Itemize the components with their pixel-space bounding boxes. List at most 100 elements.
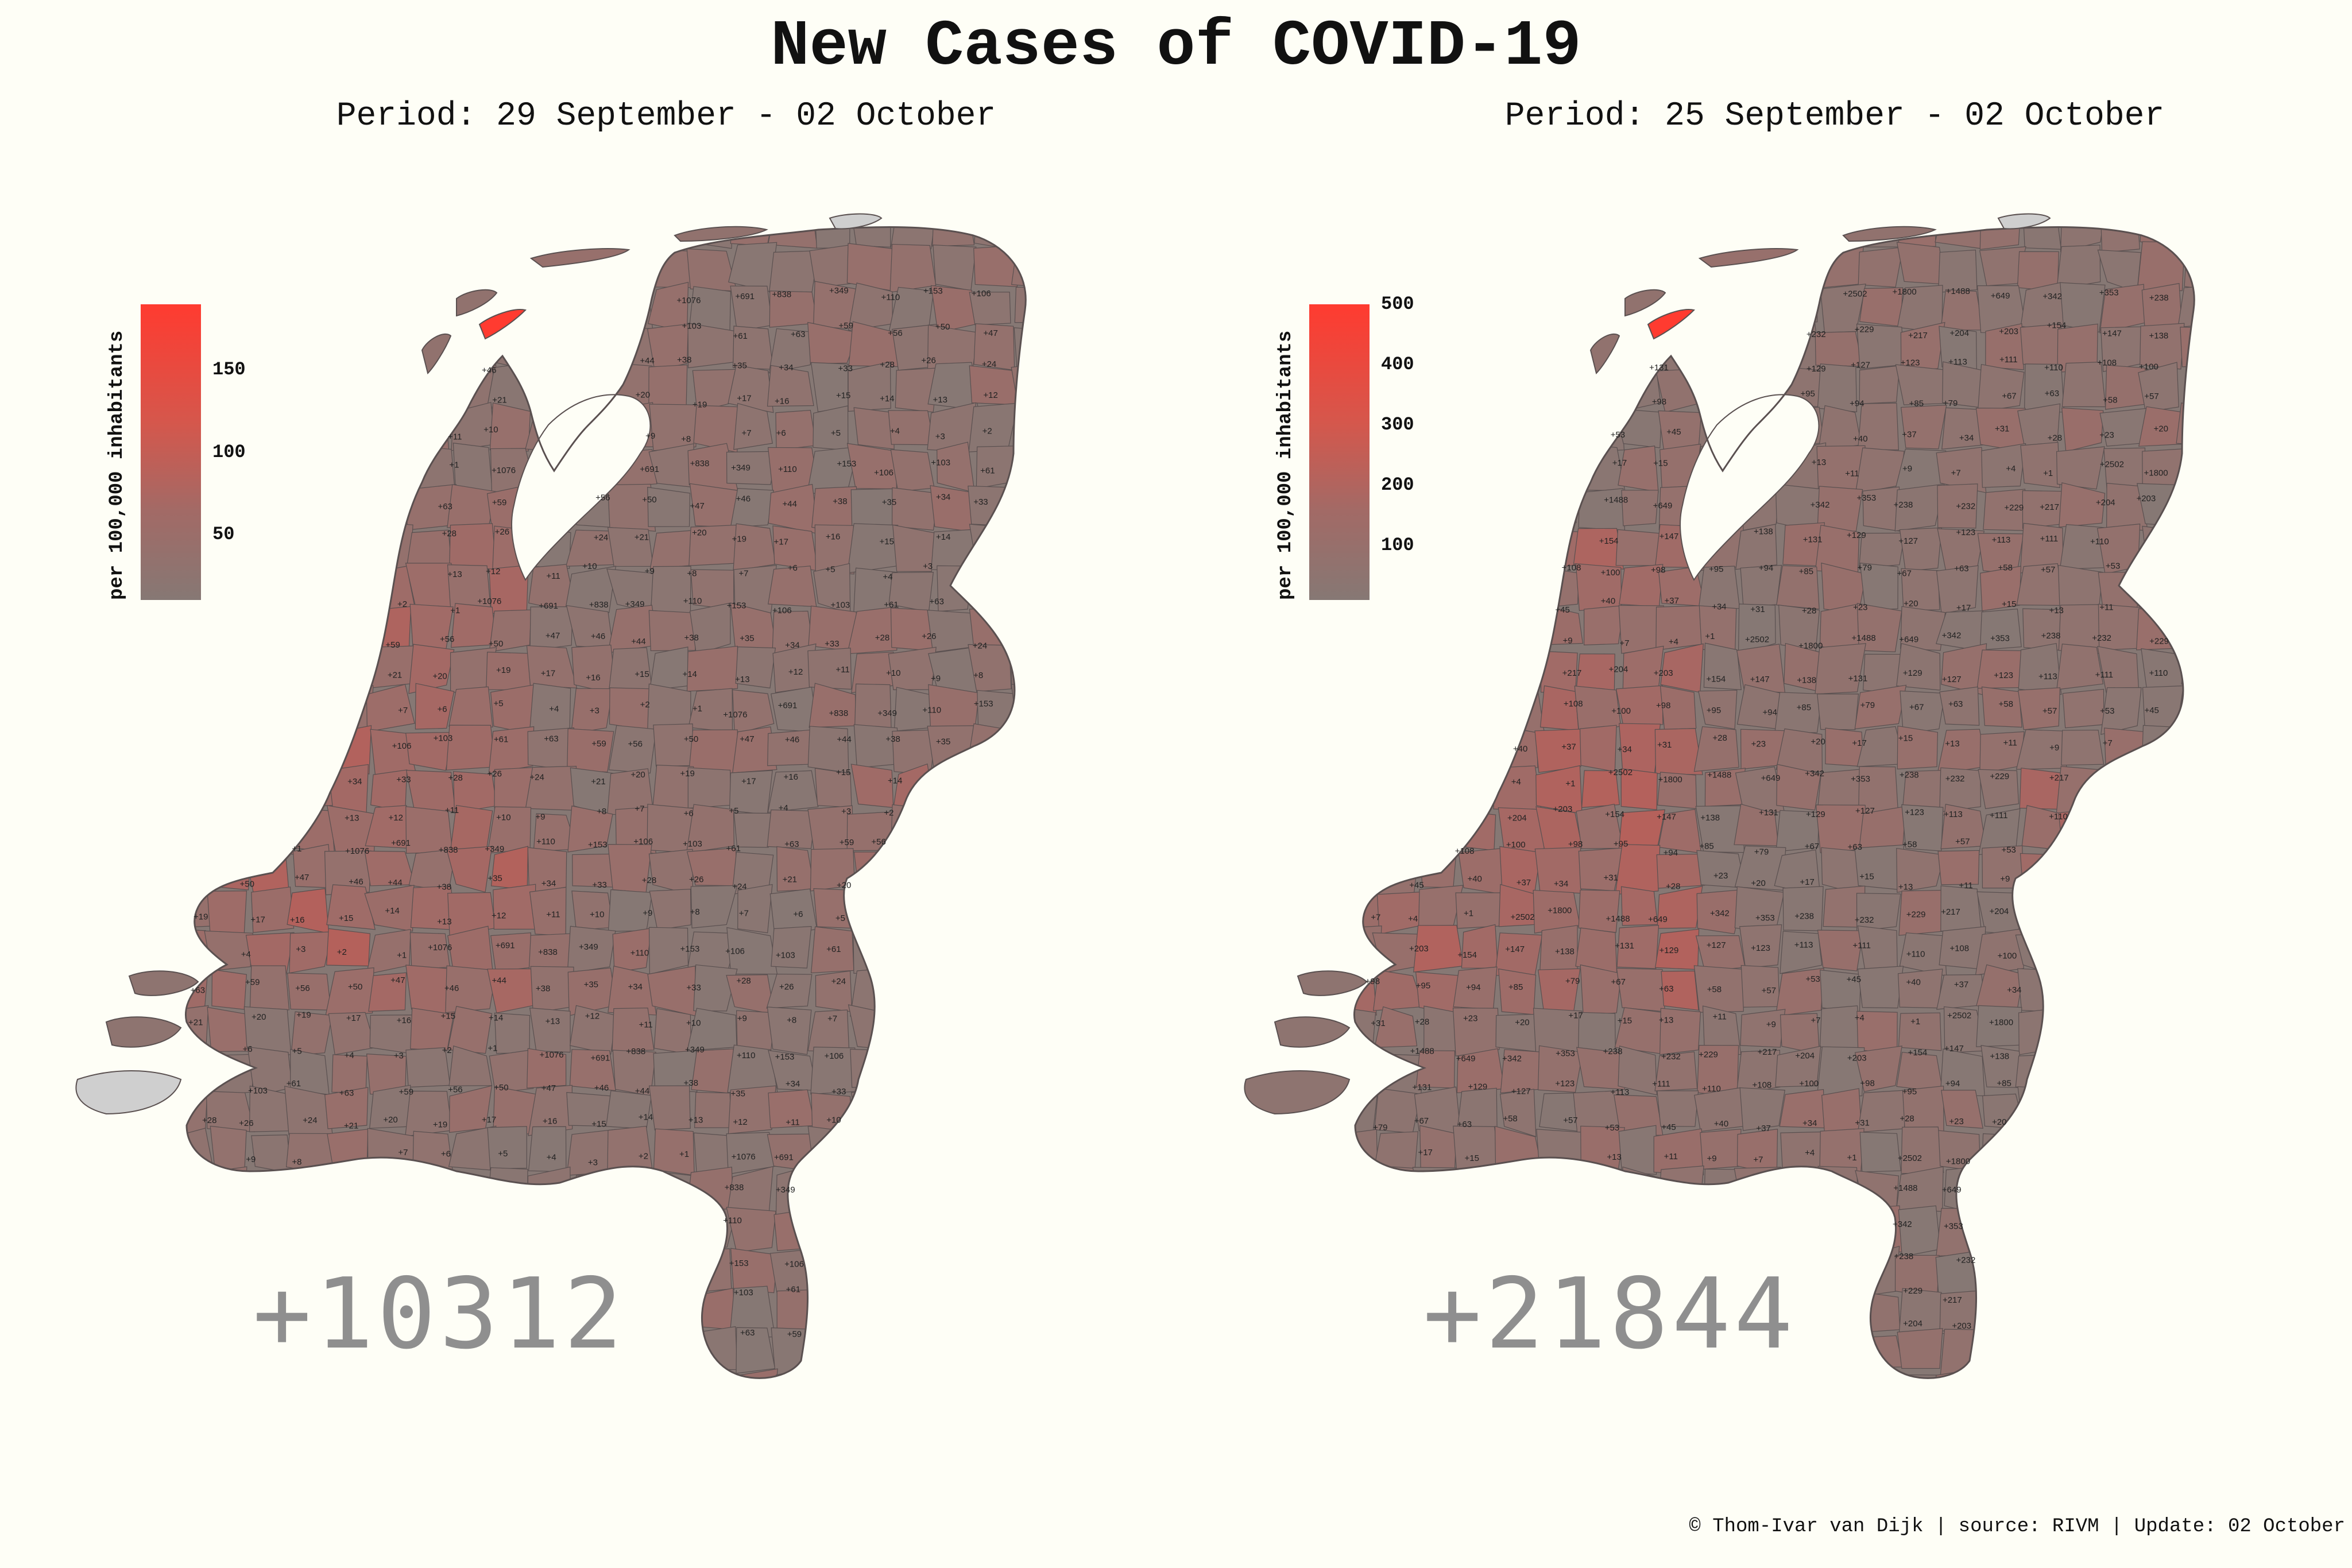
municipality-cell xyxy=(1417,285,1460,323)
case-count-label: +13 xyxy=(345,813,359,823)
case-count-label: +53 xyxy=(2001,845,2016,855)
case-count-label: +20 xyxy=(432,671,447,681)
case-count-label: +34 xyxy=(936,492,950,502)
case-count-label: +1800 xyxy=(2144,468,2168,478)
municipality-cell xyxy=(1817,363,1858,412)
case-count-label: +11 xyxy=(546,571,560,581)
municipality-cell xyxy=(1374,1006,1418,1048)
municipality-cell xyxy=(1417,451,1461,485)
municipality-cell xyxy=(405,731,454,771)
municipality-cell xyxy=(1820,284,1866,334)
municipality-cell xyxy=(2176,683,2195,727)
legend-tick-label: 400 xyxy=(1381,354,1414,375)
municipality-cell xyxy=(891,487,939,531)
case-count-label: +106 xyxy=(772,606,792,615)
municipality-cell xyxy=(1620,768,1658,810)
municipality-cell xyxy=(730,487,775,528)
municipality-cell xyxy=(1539,241,1584,291)
case-count-label: +15 xyxy=(836,768,850,777)
municipality-cell xyxy=(1013,327,1026,371)
case-count-label: +2502 xyxy=(1898,1153,1922,1163)
municipality-cell xyxy=(575,1172,614,1214)
municipality-cell xyxy=(1774,1170,1816,1215)
case-count-label: +1800 xyxy=(1548,905,1572,915)
case-count-label: +56 xyxy=(888,328,902,338)
municipality-cell xyxy=(2061,1088,2106,1137)
case-count-label: +21 xyxy=(591,777,605,787)
municipality-cell xyxy=(527,1048,567,1089)
case-count-label: +19 xyxy=(680,769,694,779)
municipality-cell xyxy=(2179,1286,2195,1331)
case-count-label: +353 xyxy=(1856,493,1876,503)
wadden-island xyxy=(1589,333,1620,374)
municipality-cell xyxy=(1380,804,1417,854)
case-count-label: +110 xyxy=(2090,537,2109,547)
case-count-label: +17 xyxy=(250,915,265,924)
municipality-cell xyxy=(1817,486,1863,532)
municipality-cell xyxy=(1654,243,1700,293)
municipality-cell xyxy=(447,1370,497,1379)
municipality-cell xyxy=(2096,1326,2144,1374)
municipality-cell xyxy=(767,365,814,407)
municipality-cell xyxy=(1977,1366,2022,1379)
municipality-cell xyxy=(1454,608,1504,651)
wadden-island xyxy=(1842,226,1937,242)
municipality-cell xyxy=(2056,446,2105,490)
case-count-label: +14 xyxy=(639,1113,653,1122)
municipality-cell xyxy=(969,1091,1019,1128)
case-count-label: +203 xyxy=(1553,804,1573,814)
case-count-label: +85 xyxy=(1909,398,1924,408)
municipality-cell xyxy=(649,646,688,691)
municipality-cell xyxy=(206,1326,251,1375)
municipality-cell xyxy=(446,725,496,771)
case-count-label: +2502 xyxy=(2100,460,2124,470)
municipality-cell xyxy=(1575,1169,1625,1211)
case-count-label: +3 xyxy=(590,706,599,716)
municipality-cell xyxy=(849,227,891,247)
case-count-label: +12 xyxy=(492,911,506,921)
municipality-cell xyxy=(1374,687,1422,729)
municipality-cell xyxy=(486,1167,528,1218)
legend-tick-label: 100 xyxy=(1381,535,1414,556)
case-count-label: +838 xyxy=(829,708,848,718)
case-count-label: +61 xyxy=(786,1284,800,1294)
case-count-label: +1800 xyxy=(1946,1157,1970,1167)
case-count-label: +26 xyxy=(495,527,509,537)
municipality-cell xyxy=(1620,227,1659,249)
case-count-label: +8 xyxy=(681,434,691,444)
case-count-label: +50 xyxy=(239,879,254,889)
municipality-cell xyxy=(364,406,415,452)
case-count-label: +95 xyxy=(1614,839,1628,849)
wadden-island xyxy=(421,333,452,374)
case-count-label: +100 xyxy=(1506,840,1526,850)
municipality-cell xyxy=(289,729,334,769)
municipality-cell xyxy=(2101,1366,2148,1379)
case-count-label: +7 xyxy=(1619,638,1629,648)
municipality-cell xyxy=(289,605,332,652)
case-count-label: +217 xyxy=(1941,907,1960,917)
municipality-cell xyxy=(1453,321,1504,365)
wadden-island xyxy=(674,226,768,242)
case-count-label: +9 xyxy=(1902,464,1912,474)
municipality-cell xyxy=(1576,285,1618,332)
case-count-label: +3 xyxy=(296,944,305,954)
municipality-cell xyxy=(284,452,336,489)
case-count-label: +154 xyxy=(1706,674,1726,684)
municipality-cell xyxy=(1354,845,1384,891)
municipality-cells xyxy=(185,227,1026,1379)
municipality-cell xyxy=(287,327,334,370)
case-count-label: +61 xyxy=(494,735,508,745)
municipality-cell xyxy=(450,227,493,244)
municipality-cell xyxy=(693,964,738,1012)
municipality-cell xyxy=(1777,321,1821,371)
municipality-cell xyxy=(2016,1245,2060,1298)
municipality-cell xyxy=(2142,525,2185,572)
municipality-cell xyxy=(934,806,978,854)
municipality-cell xyxy=(566,1091,614,1127)
case-count-label: +94 xyxy=(1664,848,1678,858)
case-count-label: +1488 xyxy=(1604,495,1628,505)
municipality-cell xyxy=(2183,566,2195,610)
case-count-label: +9 xyxy=(2000,874,2010,884)
case-count-label: +103 xyxy=(434,733,453,743)
case-count-label: +113 xyxy=(1948,357,1967,367)
